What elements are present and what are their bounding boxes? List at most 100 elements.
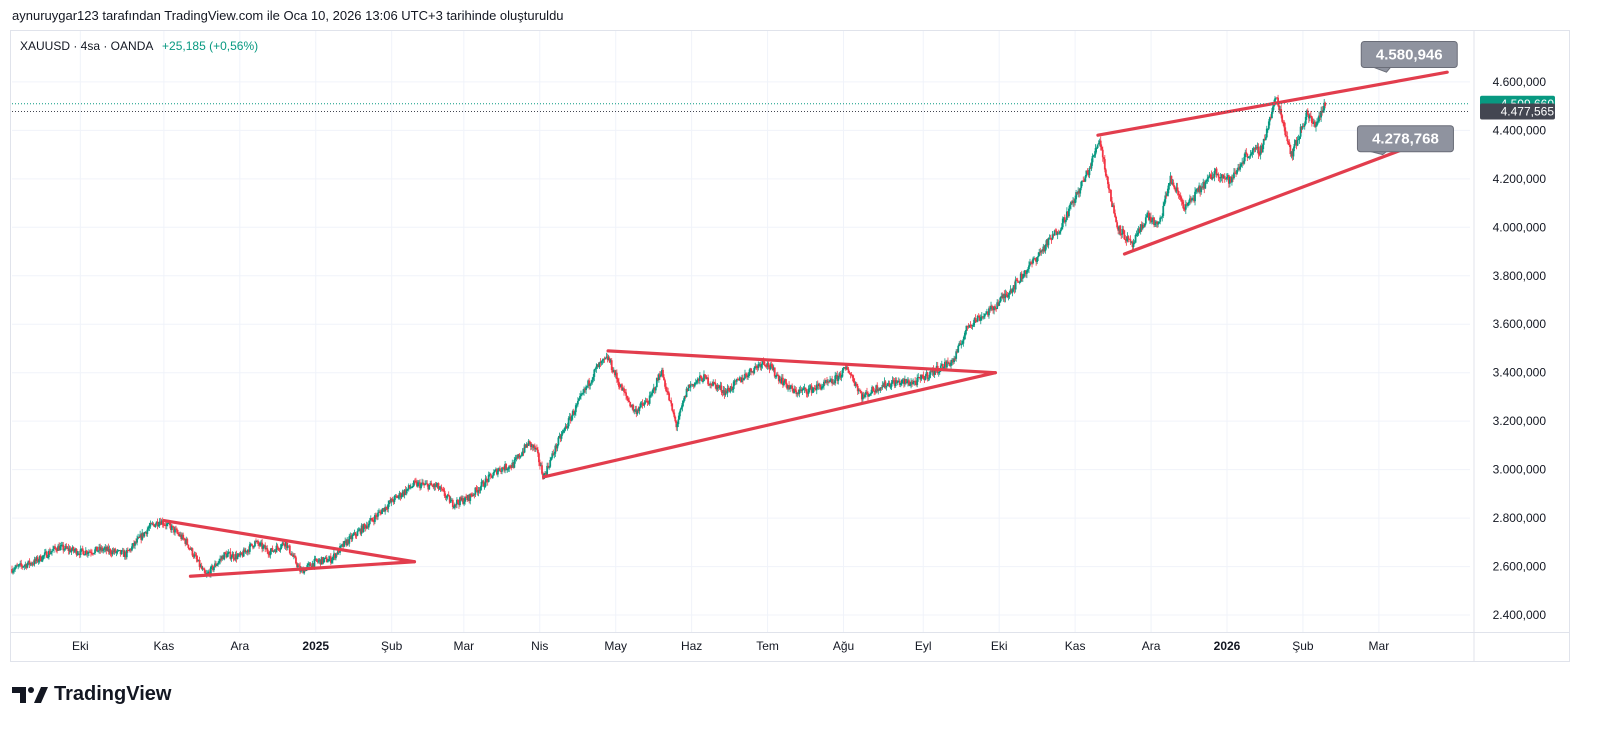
candle-body [318,559,321,561]
candle-body [386,508,389,510]
candle-body [296,563,298,568]
candle-body [911,381,913,385]
candle-body [575,404,578,406]
candle-body [40,560,43,562]
candle-body [855,383,858,386]
candle-body [1258,154,1261,156]
candle-body [1149,216,1151,220]
candle-body [488,473,491,475]
candle-body [95,546,97,550]
candle-body [1308,115,1311,119]
candle-body [1178,195,1181,198]
candle-body [96,546,98,552]
candle-body [327,559,330,562]
candle-body [225,553,228,558]
candle-body [34,559,37,562]
candle-body [1210,174,1213,179]
candle-body [759,364,762,368]
candle-body [881,384,884,388]
candle-body [757,364,760,369]
candle-body [1200,186,1203,193]
candle-body [53,546,55,550]
candle-body [877,388,880,392]
candle-body [156,521,159,526]
candle-body [1254,147,1257,149]
candle-body [978,316,981,321]
candle-body [865,391,867,395]
candle-body [1126,236,1129,242]
candle-body [190,548,193,550]
candle-body [906,382,908,384]
candle-body [643,402,646,405]
candle-body [1085,170,1088,177]
candle-body [277,547,280,550]
candle-body [1208,174,1211,178]
candle-body [570,416,573,421]
candle-body [137,537,139,539]
candle-body [780,377,783,384]
candle-body [918,377,921,379]
candle-body [1029,262,1031,266]
candle-body [695,380,698,383]
candle-body [1203,182,1206,189]
candle-body [528,440,531,443]
candle-body [443,490,446,496]
candle-body [827,381,829,383]
candle-body [555,445,558,449]
candle-body [65,545,68,549]
candle-body [844,366,847,369]
candle-body [329,556,332,563]
candle-body [14,567,16,570]
candle-body [1219,177,1222,179]
candle-body [920,374,923,380]
candle-body [998,302,1001,306]
candle-body [582,392,584,394]
candle-body [620,384,622,387]
x-tick-label: Mar [453,639,474,653]
candle-body [490,475,493,478]
candle-body [336,553,338,555]
candle-body [463,501,465,504]
candle-body [814,388,817,391]
candle-body [484,478,487,487]
candle-body [168,522,171,526]
candle-body [1112,205,1114,207]
candle-body [51,550,53,553]
candle-body [371,519,374,521]
candle-body [747,376,749,378]
candle-body [945,361,947,368]
candle-body [249,543,252,545]
candle-body [118,549,121,551]
candle-body [311,563,314,568]
legend-symbol[interactable]: XAUUSD · 4sa · OANDA [20,39,153,53]
candle-body [854,383,857,386]
candle-body [1185,204,1188,206]
candle-body [466,497,469,501]
candle-body [240,552,243,554]
tradingview-logo[interactable]: TradingView [12,683,171,706]
candle-body [538,453,540,463]
candle-body [652,387,655,390]
candle-body [566,426,569,428]
candle-body [384,506,387,512]
candle-body [270,548,273,552]
candle-body [719,385,722,388]
candle-body [961,343,964,345]
candle-body [685,388,688,398]
candle-body [1313,121,1315,124]
candle-body [777,375,780,382]
candle-body [1204,182,1207,189]
candle-body [547,465,550,468]
candle-body [483,486,486,488]
candle-body [1192,198,1194,200]
candle-body [609,360,612,363]
candle-body [641,403,644,405]
candle-body [612,370,615,373]
chart-frame[interactable] [10,30,1570,662]
candle-body [237,553,240,556]
candle-body [397,496,400,499]
candle-body [534,447,537,450]
candle-body [565,426,568,428]
candle-body [81,548,84,552]
